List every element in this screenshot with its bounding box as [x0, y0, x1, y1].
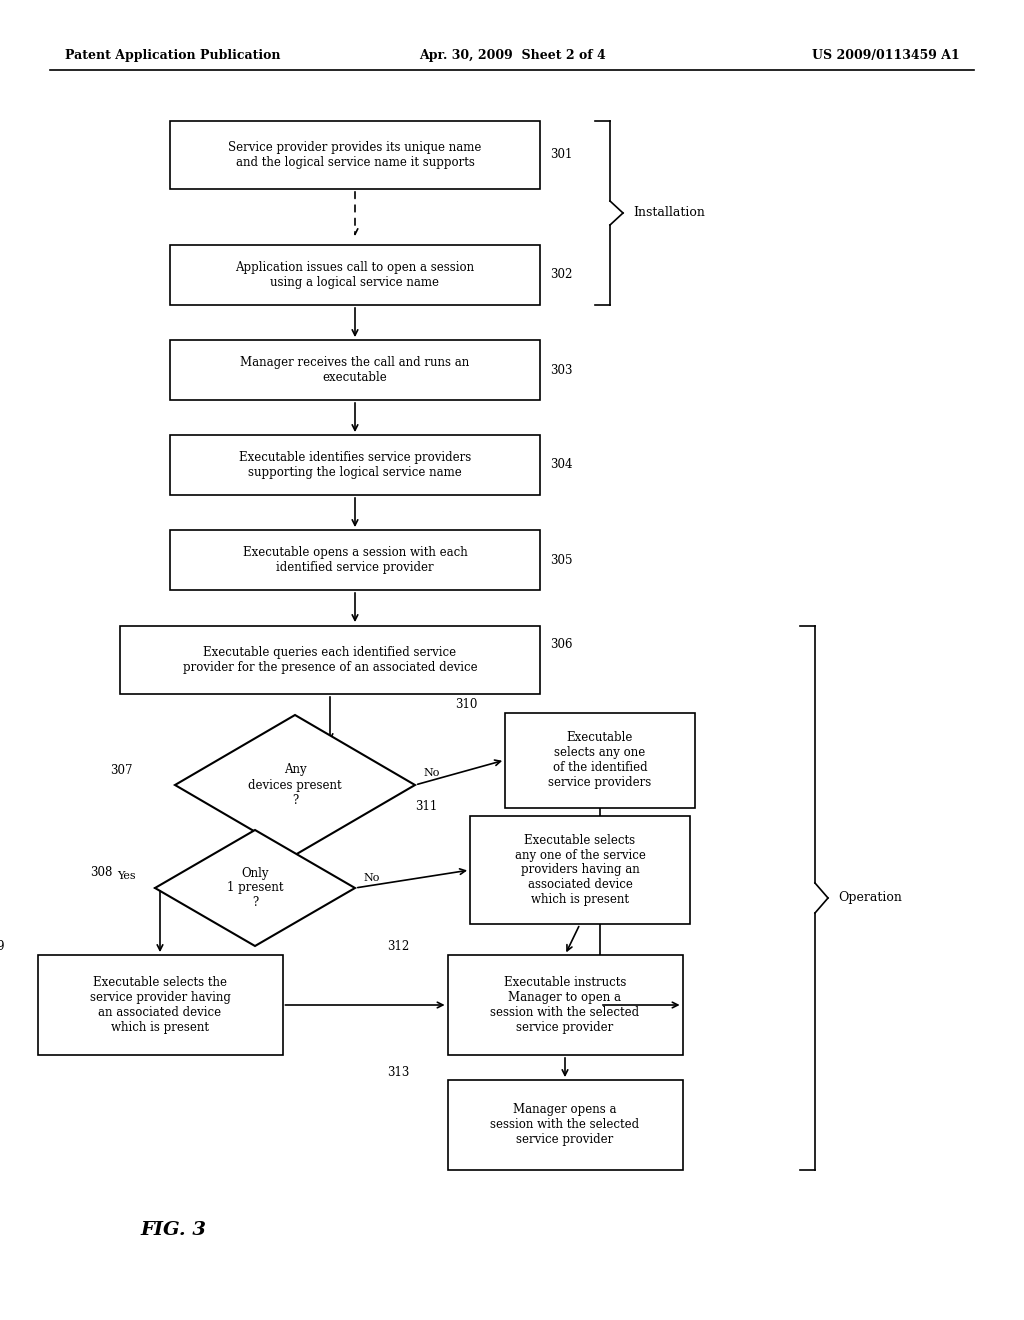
- Text: Operation: Operation: [838, 891, 902, 904]
- FancyBboxPatch shape: [170, 531, 540, 590]
- FancyBboxPatch shape: [120, 626, 540, 694]
- Text: No: No: [362, 873, 379, 883]
- Text: 312: 312: [387, 940, 410, 953]
- Text: Installation: Installation: [633, 206, 705, 219]
- FancyBboxPatch shape: [170, 121, 540, 189]
- FancyBboxPatch shape: [447, 954, 683, 1055]
- Text: Application issues call to open a session
using a logical service name: Application issues call to open a sessio…: [236, 261, 474, 289]
- Text: Manager receives the call and runs an
executable: Manager receives the call and runs an ex…: [241, 356, 470, 384]
- Text: Yes: Yes: [117, 871, 135, 880]
- Text: 313: 313: [387, 1065, 410, 1078]
- Text: 309: 309: [0, 940, 5, 953]
- Text: Executable
selects any one
of the identified
service providers: Executable selects any one of the identi…: [549, 731, 651, 789]
- Text: Only
1 present
?: Only 1 present ?: [226, 866, 284, 909]
- FancyBboxPatch shape: [447, 1080, 683, 1170]
- Polygon shape: [175, 715, 415, 855]
- Text: Apr. 30, 2009  Sheet 2 of 4: Apr. 30, 2009 Sheet 2 of 4: [419, 49, 605, 62]
- FancyBboxPatch shape: [470, 816, 690, 924]
- Text: 306: 306: [550, 639, 572, 652]
- Text: 304: 304: [550, 458, 572, 471]
- Text: Yes: Yes: [303, 880, 322, 890]
- Text: Executable opens a session with each
identified service provider: Executable opens a session with each ide…: [243, 546, 467, 574]
- Text: Executable selects the
service provider having
an associated device
which is pre: Executable selects the service provider …: [89, 975, 230, 1034]
- Text: No: No: [423, 768, 439, 777]
- Text: Executable selects
any one of the service
providers having an
associated device
: Executable selects any one of the servic…: [515, 833, 645, 907]
- Text: 311: 311: [415, 800, 437, 813]
- Text: 308: 308: [90, 866, 113, 879]
- Polygon shape: [155, 830, 355, 946]
- FancyBboxPatch shape: [170, 436, 540, 495]
- Text: FIG. 3: FIG. 3: [140, 1221, 206, 1239]
- Text: US 2009/0113459 A1: US 2009/0113459 A1: [812, 49, 961, 62]
- FancyBboxPatch shape: [505, 713, 695, 808]
- FancyBboxPatch shape: [170, 341, 540, 400]
- Text: 301: 301: [550, 149, 572, 161]
- Text: Service provider provides its unique name
and the logical service name it suppor: Service provider provides its unique nam…: [228, 141, 481, 169]
- Text: Executable queries each identified service
provider for the presence of an assoc: Executable queries each identified servi…: [182, 645, 477, 675]
- Text: Patent Application Publication: Patent Application Publication: [65, 49, 281, 62]
- Text: Executable instructs
Manager to open a
session with the selected
service provide: Executable instructs Manager to open a s…: [490, 975, 640, 1034]
- Text: 302: 302: [550, 268, 572, 281]
- Text: Manager opens a
session with the selected
service provider: Manager opens a session with the selecte…: [490, 1104, 640, 1147]
- Text: 303: 303: [550, 363, 572, 376]
- Text: 310: 310: [455, 698, 477, 711]
- Text: Executable identifies service providers
supporting the logical service name: Executable identifies service providers …: [239, 451, 471, 479]
- FancyBboxPatch shape: [170, 246, 540, 305]
- Text: 305: 305: [550, 553, 572, 566]
- FancyBboxPatch shape: [38, 954, 283, 1055]
- Text: Any
devices present
?: Any devices present ?: [248, 763, 342, 807]
- Text: 307: 307: [110, 763, 132, 776]
